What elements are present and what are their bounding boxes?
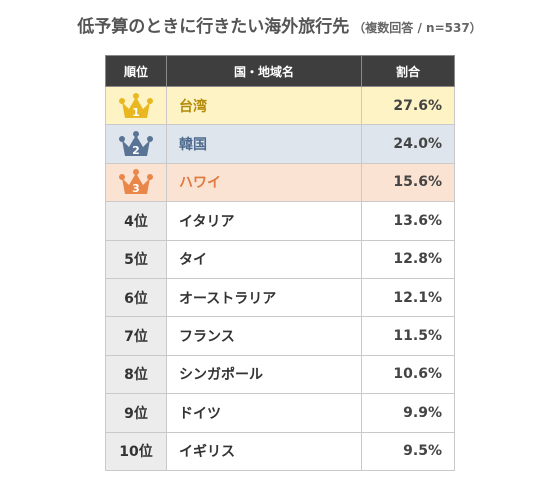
ranking-table: 順位 国・地域名 割合 1 台湾 27.6% 2 韓国 24.0% 3 ハワイ 15.6% 4位イ… [105,55,455,471]
percent-value: 13.6% [361,201,455,241]
silver-crown-icon: 2 [119,131,153,157]
header-rank: 順位 [105,55,167,87]
percent-value: 24.0% [361,124,455,164]
gold-crown-icon: 1 [119,92,153,119]
rank-cell: 3 [105,162,167,203]
table-row: 2 韓国 24.0% [105,124,455,164]
header-row: 順位 国・地域名 割合 [105,55,455,87]
country-name: ドイツ [166,393,362,433]
rank-cell: 7位 [105,316,167,356]
rank-cell: 1 [105,85,167,126]
table-row: 9位 ドイツ 9.9% [105,393,455,433]
bronze-crown-icon: 3 [119,169,153,195]
country-name: ハワイ [166,162,362,203]
rank-cell: 8位 [105,354,167,395]
country-name: イタリア [166,201,362,241]
country-name: イギリス [166,431,362,471]
table-row: 4位 イタリア 13.6% [105,201,455,241]
crown-rank-number: 3 [132,182,140,195]
table-row: 6位 オーストラリア 12.1% [105,277,455,318]
table-row: 7位 フランス 11.5% [105,316,455,356]
table-row: 3 ハワイ 15.6% [105,162,455,203]
rank-cell: 5位 [105,239,167,279]
country-name: タイ [166,239,362,279]
percent-value: 10.6% [361,354,455,395]
percent-value: 27.6% [361,85,455,126]
country-name: 韓国 [166,124,362,164]
percent-value: 9.9% [361,393,455,433]
title-subtitle: （複数回答 / n=537） [353,21,482,35]
country-name: 台湾 [166,85,362,126]
rank-cell: 9位 [105,393,167,433]
country-name: オーストラリア [166,277,362,318]
rank-cell: 4位 [105,201,167,241]
country-name: シンガポール [166,354,362,395]
header-country: 国・地域名 [166,55,362,87]
percent-value: 12.8% [361,239,455,279]
percent-value: 11.5% [361,316,455,356]
chart-title: 低予算のときに行きたい海外旅行先 （複数回答 / n=537） [0,12,559,37]
table-row: 10位 イギリス 9.5% [105,431,455,471]
percent-value: 12.1% [361,277,455,318]
crown-rank-number: 2 [132,144,140,157]
percent-value: 15.6% [361,162,455,203]
title-text: 低予算のときに行きたい海外旅行先 [77,17,350,37]
country-name: フランス [166,316,362,356]
percent-value: 9.5% [361,431,455,471]
table-row: 5位 タイ 12.8% [105,239,455,279]
rank-cell: 2 [105,124,167,164]
table-row: 8位 シンガポール 10.6% [105,354,455,395]
table-row: 1 台湾 27.6% [105,85,455,126]
rank-cell: 10位 [105,431,167,471]
header-percent: 割合 [361,55,455,87]
crown-rank-number: 1 [132,106,140,119]
rank-cell: 6位 [105,277,167,318]
